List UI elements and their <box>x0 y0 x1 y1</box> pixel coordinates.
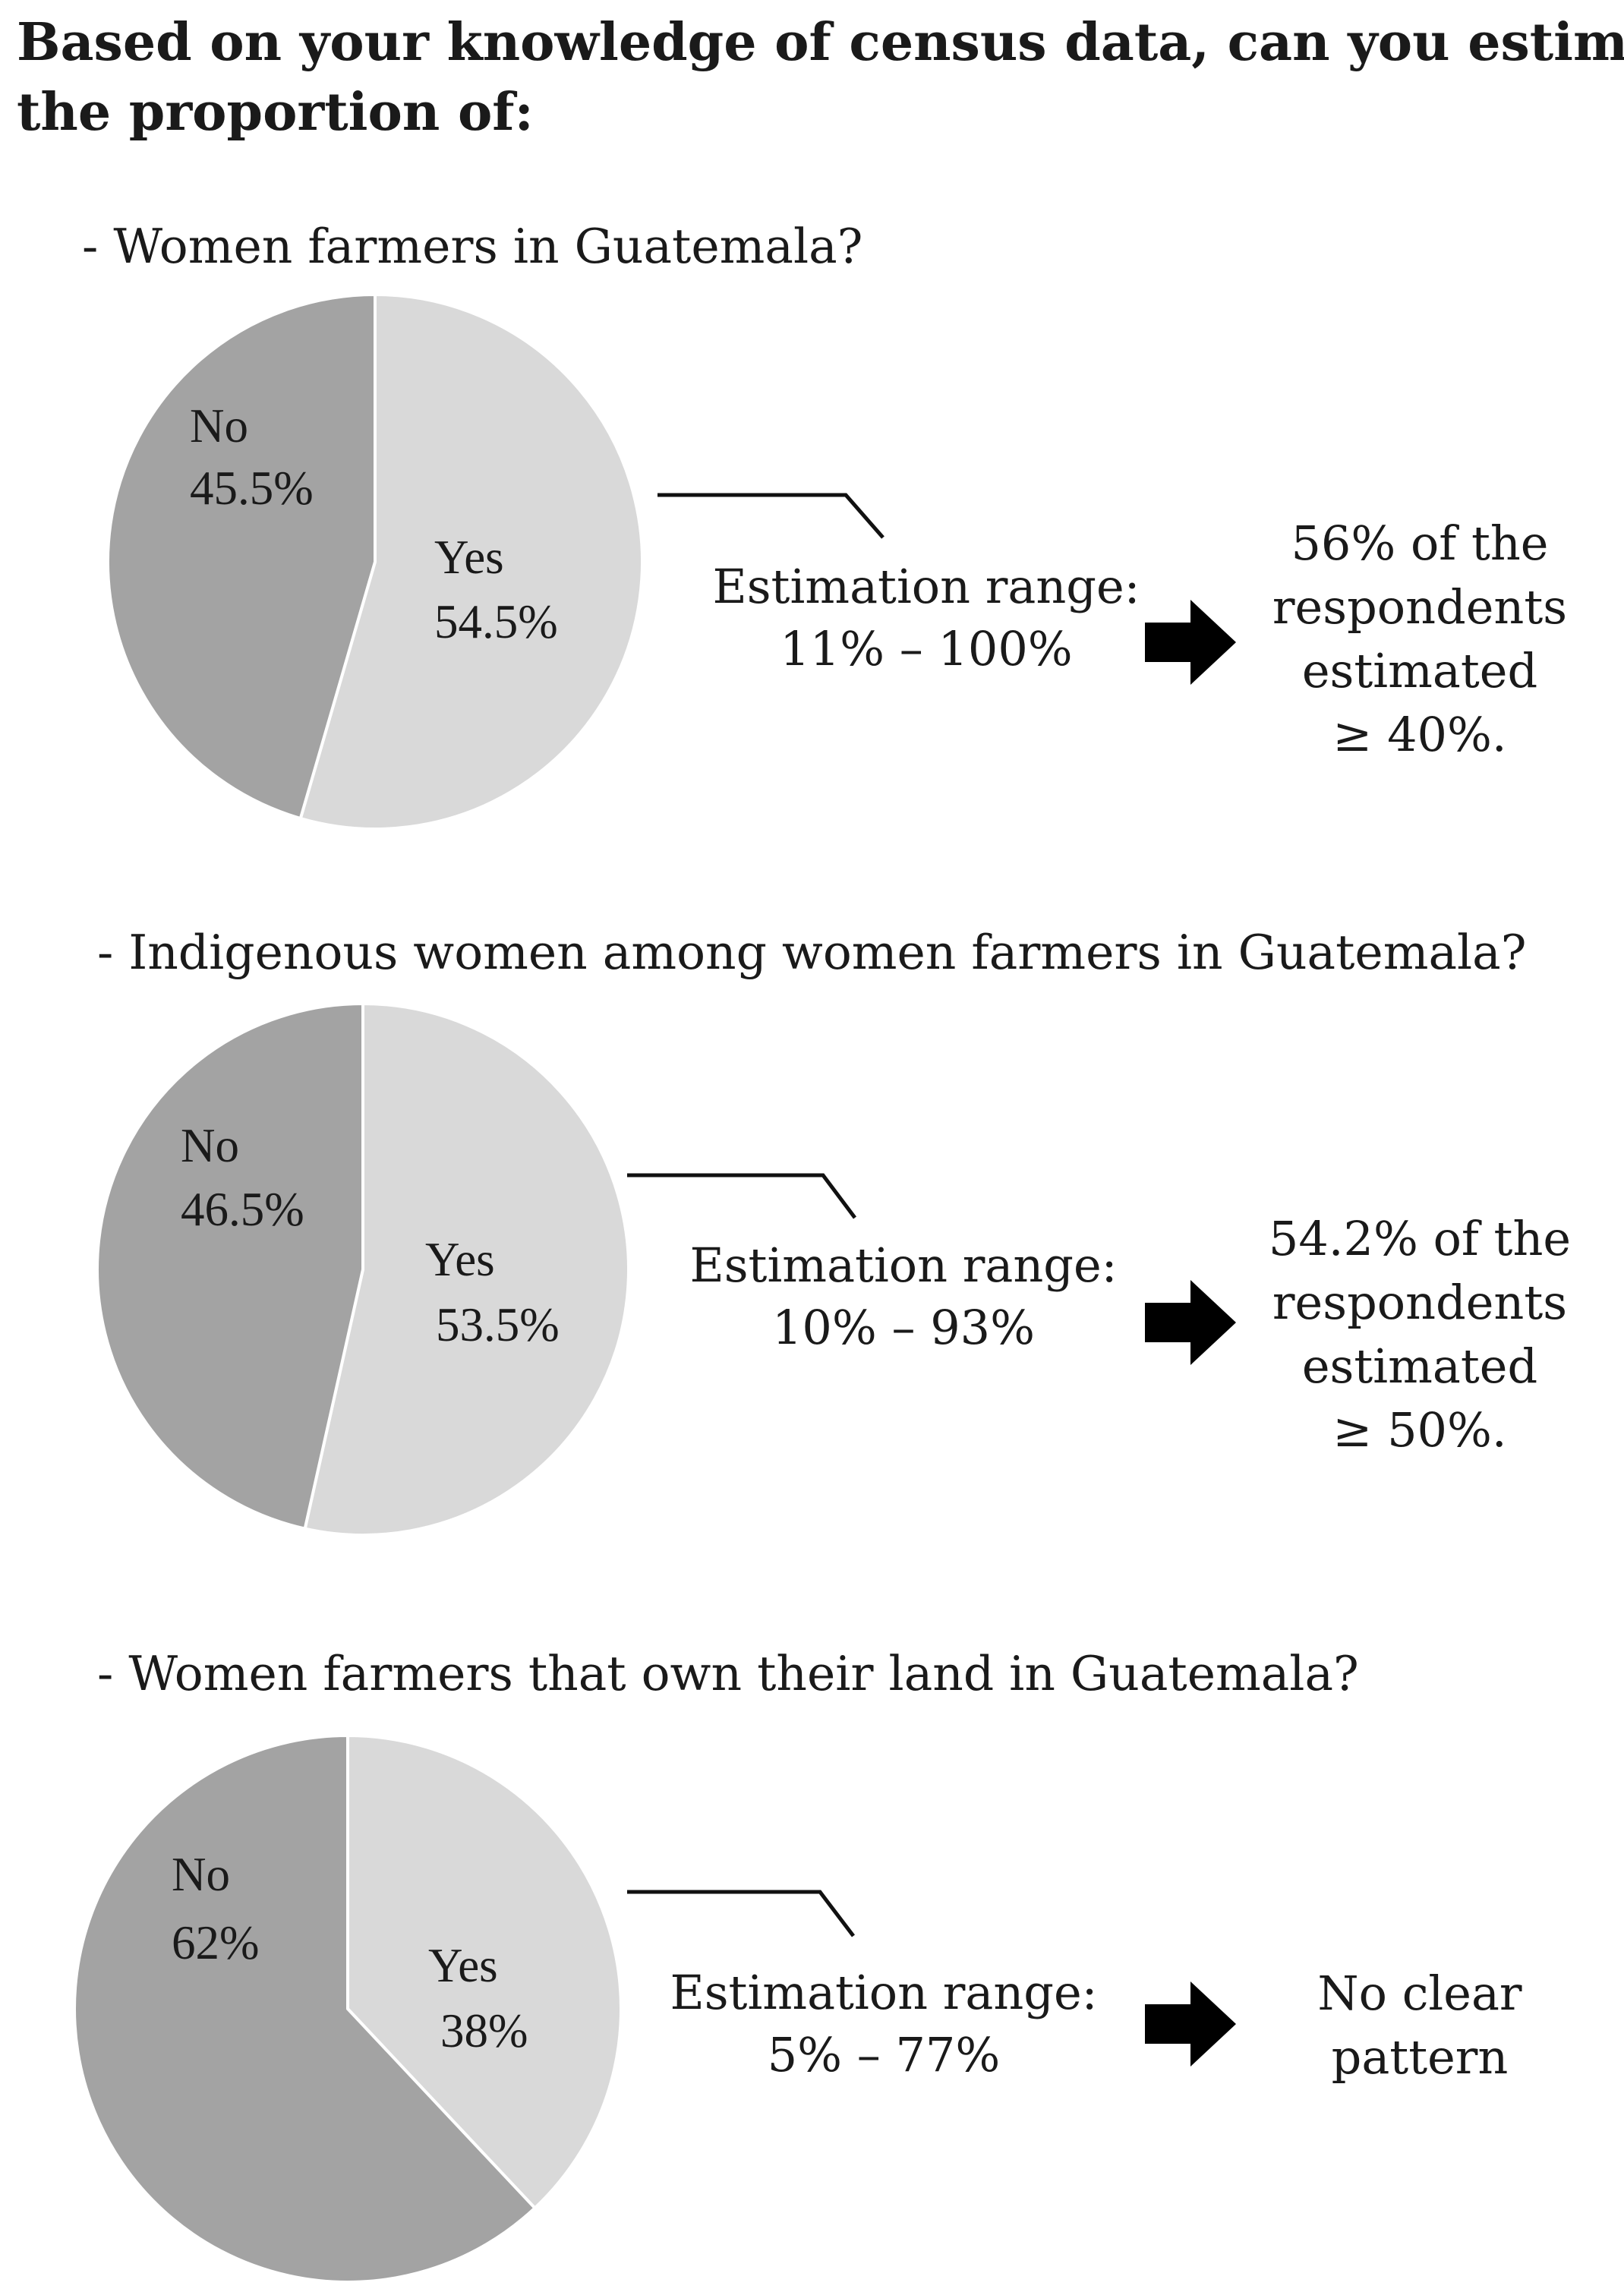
result-line-3: estimated <box>1301 1338 1538 1394</box>
estimation-range-value: 10% – 93% <box>771 1300 1036 1355</box>
question-indigenous-women: - Indigenous women among women farmers i… <box>97 925 1527 980</box>
question-women-farmers: - Women farmers in Guatemala? <box>82 219 863 274</box>
estimation-range-3: Estimation range: 5% – 77% <box>664 1962 1104 2086</box>
result-line-4: ≥ 40%. <box>1332 707 1507 762</box>
pie-slice-yes <box>346 1733 623 2211</box>
pie-label-no-name: No <box>172 1848 230 1901</box>
pie-label-yes-value: 53.5% <box>436 1298 560 1351</box>
estimation-range-label: Estimation range: <box>689 1237 1118 1293</box>
figure-title: Based on your knowledge of census data, … <box>17 8 1624 147</box>
result-line-1: 54.2% of the <box>1268 1211 1572 1266</box>
arrow-right-icon <box>1145 1280 1236 1365</box>
pie-slice-yes <box>303 1001 630 1537</box>
pie-label-no-name: No <box>190 399 248 452</box>
estimation-range-label: Estimation range: <box>670 1965 1098 2020</box>
result-line-1: 56% of the <box>1291 515 1549 571</box>
pie-label-yes-name: Yes <box>428 1939 498 1992</box>
result-text-2: 54.2% of the respondents estimated ≥ 50%… <box>1245 1207 1594 1462</box>
estimation-range-value: 11% – 100% <box>780 621 1073 676</box>
pie-slice-no <box>73 1733 538 2284</box>
estimation-range-1: Estimation range: 11% – 100% <box>706 556 1146 680</box>
pie-chart-indigenous-women: No 46.5% Yes 53.5% <box>96 1001 630 1537</box>
pie-chart-women-farmers: No 45.5% Yes 54.5% <box>106 292 644 831</box>
estimation-range-label: Estimation range: <box>712 559 1140 614</box>
pie-label-no-value: 62% <box>172 1916 259 1969</box>
result-line-2: respondents <box>1272 579 1568 635</box>
pie-slice-yes <box>298 292 644 831</box>
pie-label-no-value: 46.5% <box>181 1183 304 1236</box>
arrow-right-icon <box>1145 600 1236 685</box>
result-line-1: No clear <box>1317 1966 1522 2021</box>
result-line-2: respondents <box>1272 1275 1568 1330</box>
result-line-3: estimated <box>1301 643 1538 698</box>
title-line-1: Based on your knowledge of census data, … <box>17 12 1624 73</box>
pie-label-yes-value: 38% <box>440 2004 528 2057</box>
pie-label-no-name: No <box>181 1119 239 1172</box>
pie-slice-no <box>106 292 377 821</box>
estimation-range-2: Estimation range: 10% – 93% <box>683 1234 1124 1359</box>
estimation-range-value: 5% – 77% <box>767 2027 1001 2082</box>
question-women-own-land: - Women farmers that own their land in G… <box>97 1646 1359 1701</box>
result-line-2: pattern <box>1331 2029 1509 2085</box>
pie-label-yes-name: Yes <box>434 531 504 584</box>
pie-label-no-value: 45.5% <box>190 462 314 515</box>
pie-label-yes-value: 54.5% <box>434 595 558 648</box>
result-text-1: 56% of the respondents estimated ≥ 40%. <box>1260 512 1579 767</box>
pie-slice-no <box>96 1001 364 1531</box>
arrow-right-icon <box>1145 1981 1236 2067</box>
pie-label-yes-name: Yes <box>425 1233 495 1286</box>
title-line-2: the proportion of: <box>17 82 534 143</box>
pie-chart-women-own-land: No 62% Yes 38% <box>73 1733 623 2284</box>
result-line-4: ≥ 50%. <box>1332 1402 1507 1458</box>
result-text-3: No clear pattern <box>1260 1962 1579 2089</box>
